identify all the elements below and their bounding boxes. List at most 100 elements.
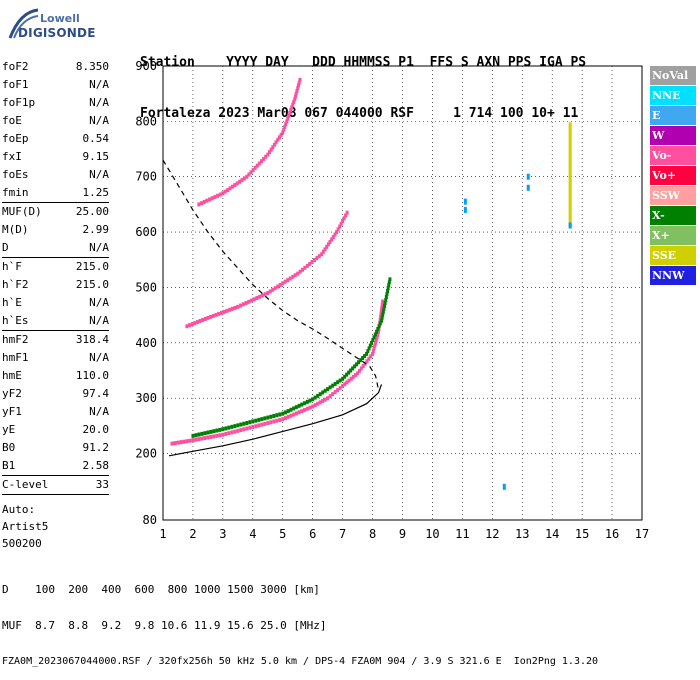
trace-point [351, 366, 355, 371]
trace-point [300, 402, 304, 407]
param-name: h`F [2, 260, 22, 273]
trace-point [272, 419, 276, 424]
trace-point [201, 317, 205, 322]
trace-point [377, 329, 381, 334]
trace-point [380, 315, 384, 320]
trace-point [227, 425, 231, 430]
trace-point [313, 403, 317, 408]
trace-point [568, 203, 572, 208]
param-row: h`F 215.0 [2, 258, 109, 276]
param-row: foE N/A [2, 112, 109, 130]
trace-point [317, 254, 321, 259]
trace-point [331, 392, 335, 397]
isolated-point [526, 173, 530, 180]
trace-point [365, 351, 369, 356]
trace-point [343, 374, 347, 379]
trace-point [245, 174, 249, 179]
trace-point [185, 439, 189, 444]
trace-point [286, 414, 290, 419]
trace-point [221, 427, 225, 432]
trace-point [377, 324, 381, 329]
legend-item-vo-: Vo- [650, 146, 696, 165]
param-row: hmF1 N/A [2, 349, 109, 367]
y-tick-label: 600 [135, 225, 157, 239]
trace-point [242, 421, 246, 426]
trace-point [230, 424, 234, 429]
trace-point [380, 302, 384, 307]
trace-point [278, 418, 282, 423]
param-row: C-level 33 [2, 476, 109, 495]
legend-item-e: E [650, 106, 696, 125]
trace-point [260, 293, 264, 298]
ionogram-chart: 1 2 3 4 5 6 7 8 9 10 11 12 13 14 15 16 17802003004005006… [135, 59, 649, 541]
trace-point [185, 324, 189, 329]
trace-point [365, 359, 369, 364]
trace-point [289, 407, 293, 412]
trace-point [308, 398, 312, 403]
trace-point [351, 374, 355, 379]
trace-point [292, 412, 296, 417]
param-row: hmF2 318.4 [2, 331, 109, 349]
trace-point [303, 401, 307, 406]
trace-point [233, 429, 237, 434]
trace-point [326, 387, 330, 392]
trace-point [274, 140, 278, 145]
trace-point [263, 292, 267, 297]
trace-point [206, 435, 210, 440]
trace-point [230, 430, 234, 435]
trace-point [264, 154, 268, 159]
footer-muf-row: MUF 8.7 8.8 9.2 9.8 10.6 11.9 15.6 25.0 … [2, 619, 327, 632]
trace-point [278, 282, 282, 287]
trace-point [208, 197, 212, 202]
trace-point [288, 276, 292, 281]
trace-point [218, 427, 222, 432]
trace-point [203, 436, 207, 441]
trace-point [330, 237, 334, 242]
y-tick-label: 200 [135, 447, 157, 461]
legend-item-ssw: SSW [650, 186, 696, 205]
param-name: h`E [2, 296, 22, 309]
trace-point [568, 194, 572, 199]
trace-point [288, 111, 292, 116]
param-name: h`F2 [2, 278, 29, 291]
trace-point [347, 370, 351, 375]
trace-point [221, 432, 225, 437]
trace-point [245, 420, 249, 425]
trace-point [568, 149, 572, 154]
x-tick-label: 14 [545, 527, 559, 541]
trace-point [361, 356, 365, 361]
x-tick-label: 13 [515, 527, 529, 541]
param-row: yF1 N/A [2, 403, 109, 421]
autoscaling-text: 500200 [2, 537, 42, 550]
trace-point [262, 157, 266, 162]
trace-point [313, 395, 317, 400]
trace-point [568, 143, 572, 148]
trace-point [259, 159, 263, 164]
param-row: yE 20.0 [2, 421, 109, 439]
isolated-point [526, 184, 530, 191]
trace-point [277, 135, 281, 140]
x-tick-label: 12 [485, 527, 499, 541]
trace-point [271, 145, 275, 150]
trace-point [182, 439, 186, 444]
trace-point [323, 247, 327, 252]
trace-point [239, 422, 243, 427]
trace-point [316, 393, 320, 398]
trace-point [375, 329, 379, 334]
trace-point [293, 94, 297, 99]
x-tick-label: 16 [605, 527, 619, 541]
trace-point [568, 191, 572, 196]
trace-point [353, 364, 357, 369]
trace-point [328, 394, 332, 399]
trace-point [227, 431, 231, 436]
trace-point [311, 397, 315, 402]
trace-point [239, 303, 243, 308]
trace-point [379, 314, 383, 319]
x-tick-label: 1 [159, 527, 166, 541]
color-legend: NoVal NNE E W Vo- Vo+ SSW X- X+ SSE NNW [650, 66, 696, 286]
param-value: 9.15 [82, 150, 110, 163]
x-tick-label: 7 [339, 527, 346, 541]
trace-point [275, 413, 279, 418]
trace-point [226, 188, 230, 193]
trace-point [305, 399, 309, 404]
